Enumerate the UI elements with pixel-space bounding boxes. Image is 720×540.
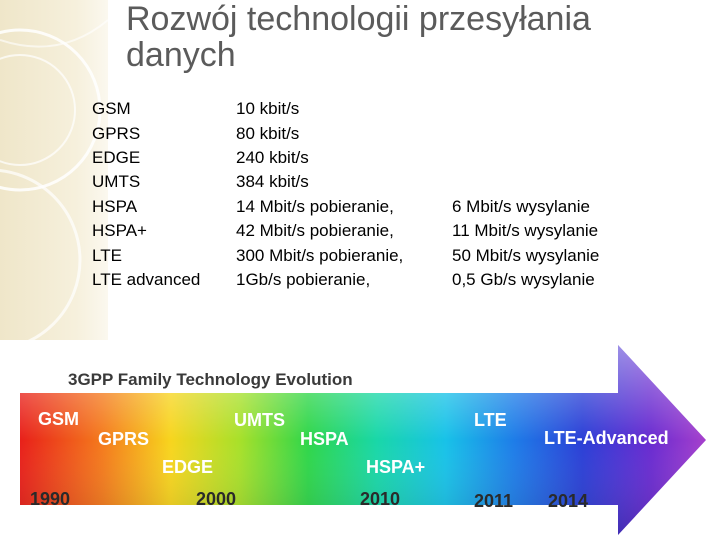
graphic-tech-label: GPRS: [98, 429, 149, 449]
table-row: EDGE 240 kbit/s: [92, 146, 599, 170]
title-line-2: danych: [126, 35, 236, 74]
tech-download: 10 kbit/s: [236, 99, 300, 119]
table-row: GSM 10 kbit/s: [92, 97, 599, 121]
table-row: UMTS 384 kbit/s: [92, 170, 599, 194]
graphic-title: 3GPP Family Technology Evolution: [68, 370, 353, 389]
tech-name: HSPA: [92, 196, 138, 216]
tech-download: 14 Mbit/s pobieranie,: [236, 196, 394, 216]
title-line-1: Rozwój technologii przesyłania: [126, 0, 591, 38]
tech-download: 80 kbit/s: [236, 123, 300, 143]
tech-name: EDGE: [92, 147, 141, 167]
tech-upload: [452, 170, 599, 194]
graphic-tech-label: GSM: [38, 409, 79, 429]
table-row: HSPA 14 Mbit/s pobieranie, 6 Mbit/s wysy…: [92, 195, 599, 219]
tech-upload: [452, 97, 599, 121]
tech-upload: [452, 121, 599, 145]
tech-download: 384 kbit/s: [236, 172, 309, 192]
graphic-year-label: 2000: [196, 489, 236, 509]
tech-name: LTE: [92, 245, 122, 265]
tech-upload: 0,5 Gb/s wysylanie: [452, 269, 595, 289]
tech-upload: 6 Mbit/s wysylanie: [452, 196, 590, 216]
graphic-tech-label: HSPA+: [366, 457, 425, 477]
tech-name: GSM: [92, 99, 131, 119]
table-row: GPRS 80 kbit/s: [92, 121, 599, 145]
evolution-graphic: 3GPP Family Technology Evolution GSM GPR…: [18, 345, 708, 535]
tech-upload: [452, 146, 599, 170]
table-row: HSPA+ 42 Mbit/s pobieranie, 11 Mbit/s wy…: [92, 219, 599, 243]
evolution-arrow-figure: 3GPP Family Technology Evolution GSM GPR…: [20, 345, 706, 535]
graphic-year-label: 1990: [30, 489, 70, 509]
graphic-tech-label: LTE: [474, 410, 507, 430]
graphic-tech-label: LTE-Advanced: [544, 428, 669, 448]
technology-speed-table: GSM 10 kbit/s GPRS 80 kbit/s EDGE 240 kb…: [92, 97, 599, 292]
tech-download: 1Gb/s pobieranie,: [236, 269, 371, 289]
graphic-tech-label: EDGE: [162, 457, 213, 477]
graphic-year-label: 2011: [474, 491, 513, 511]
slide-title: Rozwój technologii przesyłania danych: [126, 0, 706, 74]
tech-download: 42 Mbit/s pobieranie,: [236, 221, 394, 241]
tech-upload: 11 Mbit/s wysylanie: [452, 221, 599, 241]
tech-name: LTE advanced: [92, 269, 201, 289]
graphic-year-label: 2014: [548, 491, 588, 511]
graphic-tech-label: UMTS: [234, 410, 285, 430]
tech-name: HSPA+: [92, 221, 147, 241]
tech-name: UMTS: [92, 172, 141, 192]
table-row: LTE 300 Mbit/s pobieranie, 50 Mbit/s wys…: [92, 243, 599, 267]
decorative-side-band: [0, 0, 108, 340]
table-row: LTE advanced 1Gb/s pobieranie, 0,5 Gb/s …: [92, 268, 599, 292]
graphic-year-label: 2010: [360, 489, 400, 509]
tech-name: GPRS: [92, 123, 141, 143]
tech-download: 240 kbit/s: [236, 147, 309, 167]
tech-download: 300 Mbit/s pobieranie,: [236, 245, 404, 265]
graphic-tech-label: HSPA: [300, 429, 349, 449]
tech-upload: 50 Mbit/s wysylanie: [452, 245, 600, 265]
decorative-rings: [0, 19, 109, 340]
